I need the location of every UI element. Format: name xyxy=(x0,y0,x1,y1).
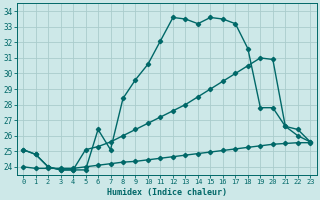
X-axis label: Humidex (Indice chaleur): Humidex (Indice chaleur) xyxy=(107,188,227,197)
